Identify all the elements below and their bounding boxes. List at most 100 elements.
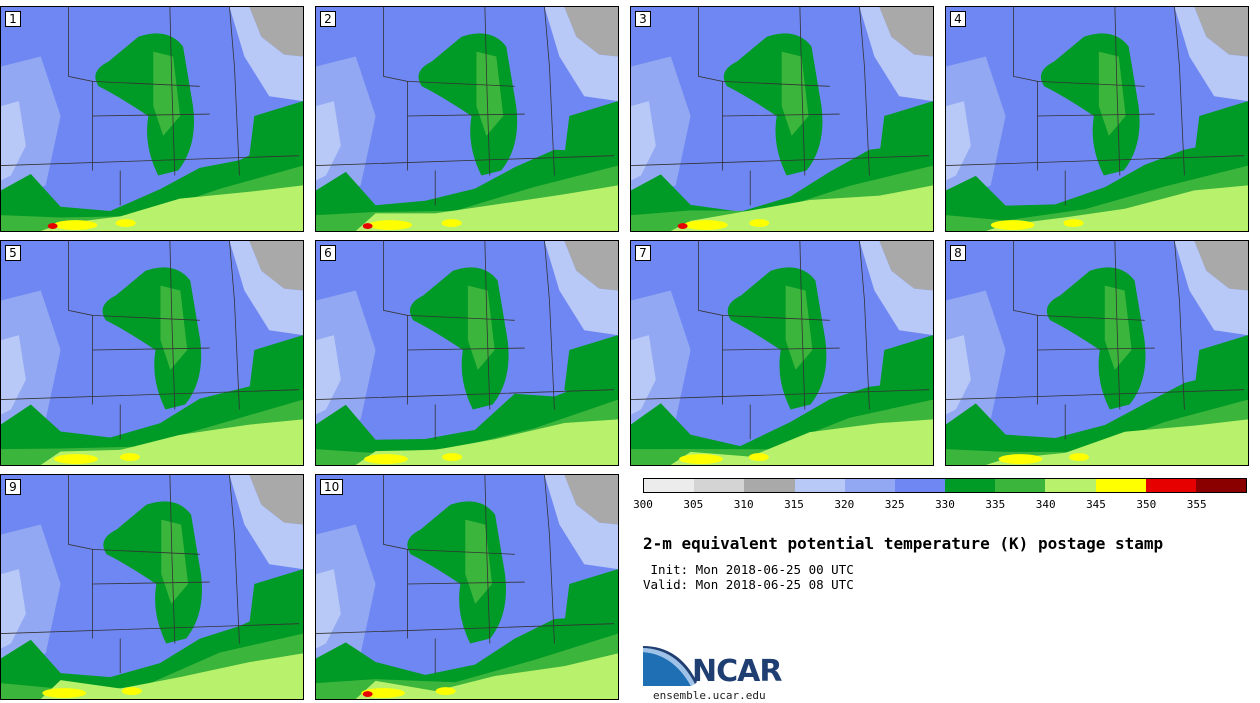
field-west-lighter	[631, 335, 656, 415]
field-east-green	[879, 101, 933, 171]
colorbar-tick-label: 340	[1035, 498, 1056, 511]
field-west-light	[631, 56, 691, 206]
colorbar-segment	[844, 479, 895, 492]
field-northeast-grey	[564, 7, 618, 57]
colorbar-tick-label: 330	[935, 498, 955, 511]
field-west-light	[1, 290, 61, 440]
panel-member-label: 1	[5, 11, 21, 27]
field-red-spot	[677, 223, 688, 230]
field-red-spot	[362, 223, 373, 230]
theta-e-field-map	[316, 475, 618, 699]
field-west-lighter	[316, 101, 341, 181]
site-url: ensemble.ucar.edu	[653, 689, 766, 702]
field-west-lighter	[946, 101, 971, 181]
field-west-light	[946, 56, 1006, 206]
field-northeast-grey	[249, 241, 303, 291]
field-northeast-light	[859, 7, 933, 102]
state-borders	[1, 475, 300, 674]
colorbar-segment	[945, 479, 996, 492]
theta-e-field-map	[946, 7, 1248, 231]
field-south-light-green	[670, 419, 933, 465]
colorbar	[643, 478, 1247, 493]
field-south-light-green	[355, 653, 618, 699]
colorbar-segment	[995, 479, 1046, 492]
state-borders	[631, 241, 930, 440]
theta-e-field-map	[316, 241, 618, 465]
theta-e-field-map	[1, 241, 303, 465]
field-northeast-grey	[564, 475, 618, 525]
field-northeast-light	[229, 7, 303, 102]
field-yellow-patch	[361, 688, 405, 699]
field-yellow-patch	[53, 220, 98, 231]
field-east-green	[249, 101, 303, 171]
colorbar-segment	[894, 479, 946, 492]
colorbar-segment	[694, 479, 745, 492]
field-yellow-patch	[364, 454, 408, 465]
field-northeast-grey	[879, 241, 933, 291]
chart-title: 2-m equivalent potential temperature (K)…	[643, 534, 1164, 553]
panel-member-label: 8	[950, 245, 966, 261]
field-northeast-light	[544, 7, 618, 102]
field-south-light-green	[40, 653, 303, 699]
field-south-light-green	[985, 419, 1248, 465]
map-panel-2: 2	[315, 6, 619, 232]
colorbar-segment	[1095, 479, 1146, 492]
field-east-green	[564, 101, 618, 171]
panel-member-label: 10	[320, 479, 344, 495]
map-panel-3: 3	[630, 6, 934, 232]
state-borders	[631, 7, 930, 206]
colorbar-tick-label: 320	[834, 498, 855, 511]
field-northeast-grey	[249, 475, 303, 525]
panel-member-label: 7	[635, 245, 651, 261]
field-west-lighter	[316, 335, 341, 415]
field-south-light-green	[670, 185, 933, 231]
map-panel-7: 7	[630, 240, 934, 466]
field-west-light	[316, 290, 376, 440]
field-yellow-patch	[1069, 453, 1089, 462]
colorbar-tick-label: 300	[633, 498, 653, 511]
field-yellow-patch	[749, 219, 770, 228]
field-yellow-patch	[119, 453, 140, 462]
state-borders	[316, 241, 615, 440]
field-yellow-patch	[442, 453, 462, 462]
colorbar-segment	[794, 479, 845, 492]
field-south-light-green	[355, 419, 618, 465]
panel-member-label: 2	[320, 11, 336, 27]
state-borders	[1, 241, 300, 440]
ncar-logo-text: NCAR	[692, 654, 782, 689]
valid-time: Valid: Mon 2018-06-25 08 UTC	[643, 577, 854, 592]
panel-member-label: 3	[635, 11, 651, 27]
theta-e-field-map	[631, 7, 933, 231]
field-northeast-grey	[1194, 241, 1248, 291]
field-west-lighter	[1, 335, 26, 415]
field-northeast-light	[544, 475, 618, 570]
colorbar-tick-label: 350	[1136, 498, 1157, 511]
theta-e-field-map	[1, 475, 303, 699]
colorbar-segment	[744, 479, 795, 492]
field-south-light-green	[40, 185, 303, 231]
map-panel-4: 4	[945, 6, 1249, 232]
field-red-spot	[362, 691, 373, 698]
state-borders	[1, 7, 300, 206]
field-northeast-light	[229, 241, 303, 336]
field-west-lighter	[1, 569, 26, 649]
map-panel-1: 1	[0, 6, 304, 232]
field-northeast-grey	[1194, 7, 1248, 57]
panel-member-label: 5	[5, 245, 21, 261]
field-east-green	[1194, 101, 1248, 171]
colorbar-tick-label: 335	[985, 498, 1006, 511]
field-south-light-green	[355, 185, 618, 231]
theta-e-field-map	[316, 7, 618, 231]
colorbar-segment	[644, 479, 695, 492]
field-yellow-patch	[435, 687, 456, 696]
field-west-lighter	[316, 569, 341, 649]
field-northeast-grey	[249, 7, 303, 57]
field-east-green	[564, 335, 618, 405]
field-yellow-patch	[684, 220, 728, 231]
field-west-light	[1, 524, 61, 674]
colorbar-segment	[1195, 479, 1247, 492]
field-northeast-light	[1174, 7, 1248, 102]
field-northeast-light	[544, 241, 618, 336]
field-yellow-patch	[54, 454, 98, 465]
state-borders	[946, 7, 1245, 206]
